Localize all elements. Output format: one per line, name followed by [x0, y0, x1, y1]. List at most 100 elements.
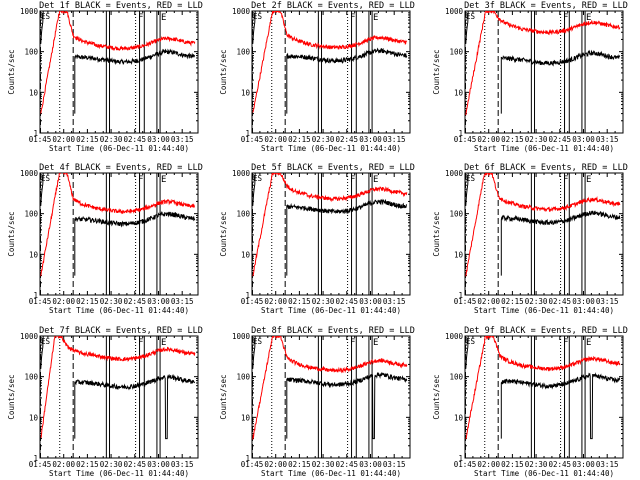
- flag-ES: ES: [41, 12, 51, 21]
- y-tick-label: 10: [241, 88, 251, 97]
- x-tick-label: 03:15: [171, 297, 194, 306]
- flag-E: E: [586, 13, 591, 23]
- x-axis-label: Start Time (06-Dec-11 01:44:40): [474, 144, 614, 153]
- panel-title: Det 3f BLACK = Events, RED = LLD: [464, 1, 628, 11]
- y-tick-label: 100: [24, 373, 38, 382]
- plot-frame: [464, 10, 624, 134]
- plot-area: [40, 336, 196, 458]
- x-tick-label: 02:00: [477, 135, 500, 144]
- x-tick-label: 02:30: [100, 297, 123, 306]
- y-tick-label: 100: [236, 48, 250, 57]
- y-axis-label: Counts/sec: [219, 211, 228, 256]
- x-tick-label: 02:15: [76, 135, 99, 144]
- y-tick-label: 100: [449, 48, 463, 57]
- events-curve: [74, 48, 196, 114]
- flag-E: E: [373, 175, 378, 185]
- x-tick-label: 02:00: [477, 297, 500, 306]
- events-curve: [286, 371, 408, 440]
- y-tick-label: 1000: [232, 7, 251, 16]
- y-axis-label: Counts/sec: [432, 49, 441, 94]
- x-tick-label: 02:45: [549, 460, 572, 469]
- y-axis-label: Counts/sec: [432, 374, 441, 419]
- plot-frame: [251, 172, 411, 296]
- events-curve: [500, 372, 621, 440]
- x-tick-label: 02:30: [525, 297, 548, 306]
- x-tick-label: 02:15: [501, 460, 524, 469]
- x-tick-label: 03:00: [359, 297, 382, 306]
- x-tick-label: 02:45: [124, 297, 147, 306]
- y-tick-label: 1000: [20, 332, 39, 341]
- events-curve: [500, 210, 621, 276]
- x-tick-label: 03:15: [383, 135, 406, 144]
- x-tick-label: 02:00: [52, 297, 75, 306]
- x-axis-label: Start Time (06-Dec-11 01:44:40): [261, 469, 401, 478]
- x-tick-label: 03:00: [147, 460, 170, 469]
- y-tick-label: 1000: [445, 169, 464, 178]
- x-tick-label: 02:15: [501, 135, 524, 144]
- x-tick-label: 03:15: [596, 297, 619, 306]
- y-tick-label: 100: [24, 210, 38, 219]
- y-tick-label: 1: [458, 454, 463, 463]
- x-tick-label: 02:45: [336, 297, 359, 306]
- y-tick-label: 10: [29, 250, 39, 259]
- flag-ES: ES: [466, 174, 476, 183]
- x-axis-label: Start Time (06-Dec-11 01:44:40): [261, 144, 401, 153]
- x-tick-label: 02:30: [525, 135, 548, 144]
- plot-frame: [251, 335, 411, 459]
- x-axis-label: Start Time (06-Dec-11 01:44:40): [49, 144, 189, 153]
- flag-E: E: [586, 338, 591, 348]
- plot-area: [252, 173, 408, 295]
- x-tick-label: 03:00: [359, 135, 382, 144]
- panel-9: Det 9f BLACK = Events, RED = LLD 1 10 100 10…: [432, 326, 628, 478]
- x-axis-label: Start Time (06-Dec-11 01:44:40): [49, 469, 189, 478]
- flag-ES: ES: [466, 12, 476, 21]
- x-tick-label: 03:15: [171, 460, 194, 469]
- x-tick-label: 03:00: [572, 460, 595, 469]
- y-tick-label: 1: [33, 129, 38, 138]
- x-tick-label: 01:45: [241, 135, 264, 144]
- flag-ES: ES: [466, 337, 476, 346]
- y-axis-label: Counts/sec: [432, 211, 441, 256]
- x-tick-label: 03:15: [383, 297, 406, 306]
- y-tick-label: 1000: [20, 169, 39, 178]
- panel-title: Det 5f BLACK = Events, RED = LLD: [251, 163, 415, 173]
- flag-ES: ES: [253, 337, 263, 346]
- x-tick-label: 02:15: [288, 297, 311, 306]
- y-tick-label: 1000: [20, 7, 39, 16]
- flag-E: E: [373, 13, 378, 23]
- flag-F: F: [138, 13, 143, 23]
- y-tick-label: 1000: [232, 169, 251, 178]
- panel-7: Det 7f BLACK = Events, RED = LLD 1 10 100 10…: [7, 326, 203, 478]
- flag-F: F: [350, 338, 355, 348]
- x-axis-label: Start Time (06-Dec-11 01:44:40): [261, 306, 401, 315]
- y-tick-label: 1: [33, 454, 38, 463]
- panel-title: Det 2f BLACK = Events, RED = LLD: [251, 1, 415, 11]
- lld-curve: [40, 11, 196, 114]
- plot-area: [252, 336, 408, 458]
- panel-title: Det 8f BLACK = Events, RED = LLD: [251, 326, 415, 336]
- lld-curve: [465, 336, 621, 440]
- x-tick-label: 01:45: [29, 135, 52, 144]
- x-tick-label: 02:45: [336, 460, 359, 469]
- x-tick-label: 02:00: [264, 297, 287, 306]
- x-tick-label: 02:30: [100, 460, 123, 469]
- flag-ES: ES: [253, 12, 263, 21]
- x-tick-label: 03:00: [359, 460, 382, 469]
- events-curve: [286, 198, 407, 276]
- x-tick-label: 02:45: [549, 135, 572, 144]
- plot-area: [465, 11, 621, 133]
- flag-F: F: [563, 13, 568, 23]
- x-tick-label: 02:30: [525, 460, 548, 469]
- flag-F: F: [563, 175, 568, 185]
- x-tick-label: 03:15: [171, 135, 194, 144]
- y-tick-label: 100: [449, 373, 463, 382]
- y-tick-label: 10: [454, 413, 464, 422]
- lld-curve: [252, 11, 408, 113]
- y-tick-label: 100: [24, 48, 38, 57]
- panel-title: Det 6f BLACK = Events, RED = LLD: [464, 163, 628, 173]
- plot-area: [465, 336, 621, 458]
- x-tick-label: 02:15: [76, 460, 99, 469]
- x-tick-label: 03:00: [572, 297, 595, 306]
- x-tick-label: 01:45: [454, 297, 477, 306]
- y-tick-label: 1: [245, 129, 250, 138]
